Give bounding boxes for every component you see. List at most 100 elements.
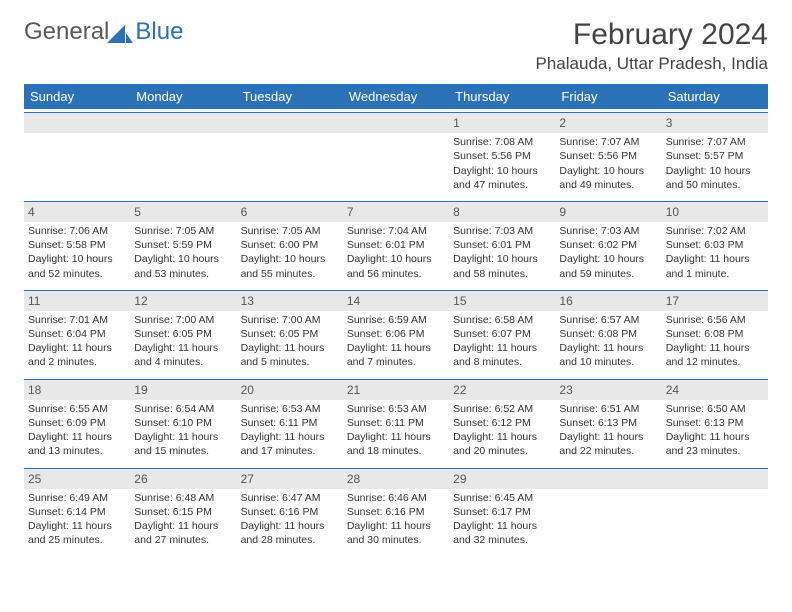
sunrise: Sunrise: 6:51 AM [559, 402, 657, 416]
day-number: 12 [134, 294, 147, 308]
header: General Blue February 2024 Phalauda, Utt… [24, 18, 768, 74]
sunrise: Sunrise: 6:54 AM [134, 402, 232, 416]
sunrise: Sunrise: 7:05 AM [241, 224, 339, 238]
sunset: Sunset: 5:57 PM [666, 149, 764, 163]
day-cell: 3Sunrise: 7:07 AMSunset: 5:57 PMDaylight… [662, 109, 768, 198]
week-row: 11Sunrise: 7:01 AMSunset: 6:04 PMDayligh… [24, 287, 768, 376]
day-number: 6 [241, 205, 248, 219]
day-number: 11 [28, 294, 40, 308]
day-cell: 4Sunrise: 7:06 AMSunset: 5:58 PMDaylight… [24, 198, 130, 287]
sunset: Sunset: 5:56 PM [559, 149, 657, 163]
daynum-row: . [130, 112, 236, 133]
daynum-row: 11 [24, 290, 130, 311]
daylight: Daylight: 10 hours and 53 minutes. [134, 252, 232, 280]
daylight: Daylight: 11 hours and 5 minutes. [241, 341, 339, 369]
sunrise: Sunrise: 7:06 AM [28, 224, 126, 238]
daylight: Daylight: 11 hours and 13 minutes. [28, 430, 126, 458]
daylight: Daylight: 11 hours and 15 minutes. [134, 430, 232, 458]
day-cell: . [237, 109, 343, 198]
daylight: Daylight: 11 hours and 1 minute. [666, 252, 764, 280]
day-cell: 23Sunrise: 6:51 AMSunset: 6:13 PMDayligh… [555, 376, 661, 465]
day-number: 26 [134, 472, 147, 486]
day-number: 29 [453, 472, 466, 486]
day-number: 19 [134, 383, 147, 397]
day-cell: 19Sunrise: 6:54 AMSunset: 6:10 PMDayligh… [130, 376, 236, 465]
brand-part2: Blue [135, 18, 183, 46]
day-number: 10 [666, 205, 679, 219]
daylight: Daylight: 11 hours and 7 minutes. [347, 341, 445, 369]
daynum-row: 19 [130, 379, 236, 400]
daylight: Daylight: 10 hours and 49 minutes. [559, 164, 657, 192]
day-cell: 24Sunrise: 6:50 AMSunset: 6:13 PMDayligh… [662, 376, 768, 465]
day-header: Monday [130, 84, 236, 109]
daynum-row: 24 [662, 379, 768, 400]
sunset: Sunset: 6:16 PM [241, 505, 339, 519]
sunrise: Sunrise: 6:49 AM [28, 491, 126, 505]
day-number: 18 [28, 383, 41, 397]
month-title: February 2024 [536, 18, 768, 52]
day-cell: 18Sunrise: 6:55 AMSunset: 6:09 PMDayligh… [24, 376, 130, 465]
sunset: Sunset: 5:56 PM [453, 149, 551, 163]
daynum-row: . [555, 468, 661, 489]
daynum-row: 27 [237, 468, 343, 489]
daylight: Daylight: 11 hours and 32 minutes. [453, 519, 551, 547]
sunrise: Sunrise: 7:00 AM [241, 313, 339, 327]
day-number: 5 [134, 205, 141, 219]
day-number: 4 [28, 205, 35, 219]
daylight: Daylight: 11 hours and 25 minutes. [28, 519, 126, 547]
weeks: .... 1Sunrise: 7:08 AMSunset: 5:56 PMDayl… [24, 109, 768, 553]
day-cell: 6Sunrise: 7:05 AMSunset: 6:00 PMDaylight… [237, 198, 343, 287]
daylight: Daylight: 10 hours and 59 minutes. [559, 252, 657, 280]
sunrise: Sunrise: 6:57 AM [559, 313, 657, 327]
daylight: Daylight: 11 hours and 22 minutes. [559, 430, 657, 458]
daynum-row: 25 [24, 468, 130, 489]
sunrise: Sunrise: 7:05 AM [134, 224, 232, 238]
week-row: 25Sunrise: 6:49 AMSunset: 6:14 PMDayligh… [24, 465, 768, 554]
daynum-row: 9 [555, 201, 661, 222]
daylight: Daylight: 11 hours and 30 minutes. [347, 519, 445, 547]
day-number: 7 [347, 205, 354, 219]
daynum-row: 28 [343, 468, 449, 489]
day-cell: 7Sunrise: 7:04 AMSunset: 6:01 PMDaylight… [343, 198, 449, 287]
daylight: Daylight: 11 hours and 28 minutes. [241, 519, 339, 547]
day-header: Tuesday [237, 84, 343, 109]
daynum-row: 17 [662, 290, 768, 311]
sunrise: Sunrise: 6:58 AM [453, 313, 551, 327]
day-cell: . [662, 465, 768, 554]
day-cell: 13Sunrise: 7:00 AMSunset: 6:05 PMDayligh… [237, 287, 343, 376]
brand-logo: General Blue [24, 18, 183, 46]
sunset: Sunset: 6:11 PM [347, 416, 445, 430]
day-cell: 1Sunrise: 7:08 AMSunset: 5:56 PMDaylight… [449, 109, 555, 198]
sunset: Sunset: 6:05 PM [134, 327, 232, 341]
sunrise: Sunrise: 7:07 AM [666, 135, 764, 149]
day-cell: 8Sunrise: 7:03 AMSunset: 6:01 PMDaylight… [449, 198, 555, 287]
daynum-row: 22 [449, 379, 555, 400]
daylight: Daylight: 11 hours and 4 minutes. [134, 341, 232, 369]
sunset: Sunset: 6:15 PM [134, 505, 232, 519]
calendar: Sunday Monday Tuesday Wednesday Thursday… [24, 84, 768, 553]
day-cell: 22Sunrise: 6:52 AMSunset: 6:12 PMDayligh… [449, 376, 555, 465]
day-cell: 16Sunrise: 6:57 AMSunset: 6:08 PMDayligh… [555, 287, 661, 376]
sunset: Sunset: 6:08 PM [666, 327, 764, 341]
daylight: Daylight: 11 hours and 17 minutes. [241, 430, 339, 458]
day-cell: 12Sunrise: 7:00 AMSunset: 6:05 PMDayligh… [130, 287, 236, 376]
day-header: Thursday [449, 84, 555, 109]
daynum-row: 23 [555, 379, 661, 400]
daynum-row: . [237, 112, 343, 133]
sunset: Sunset: 5:59 PM [134, 238, 232, 252]
day-header: Friday [555, 84, 661, 109]
day-number: 25 [28, 472, 41, 486]
sunset: Sunset: 6:04 PM [28, 327, 126, 341]
daynum-row: 13 [237, 290, 343, 311]
week-row: 18Sunrise: 6:55 AMSunset: 6:09 PMDayligh… [24, 376, 768, 465]
sunrise: Sunrise: 7:04 AM [347, 224, 445, 238]
daynum-row: 26 [130, 468, 236, 489]
sunrise: Sunrise: 6:53 AM [241, 402, 339, 416]
daynum-row: 5 [130, 201, 236, 222]
sunrise: Sunrise: 6:53 AM [347, 402, 445, 416]
day-cell: 27Sunrise: 6:47 AMSunset: 6:16 PMDayligh… [237, 465, 343, 554]
daylight: Daylight: 11 hours and 23 minutes. [666, 430, 764, 458]
sunrise: Sunrise: 6:50 AM [666, 402, 764, 416]
sunset: Sunset: 6:00 PM [241, 238, 339, 252]
daynum-row: . [24, 112, 130, 133]
